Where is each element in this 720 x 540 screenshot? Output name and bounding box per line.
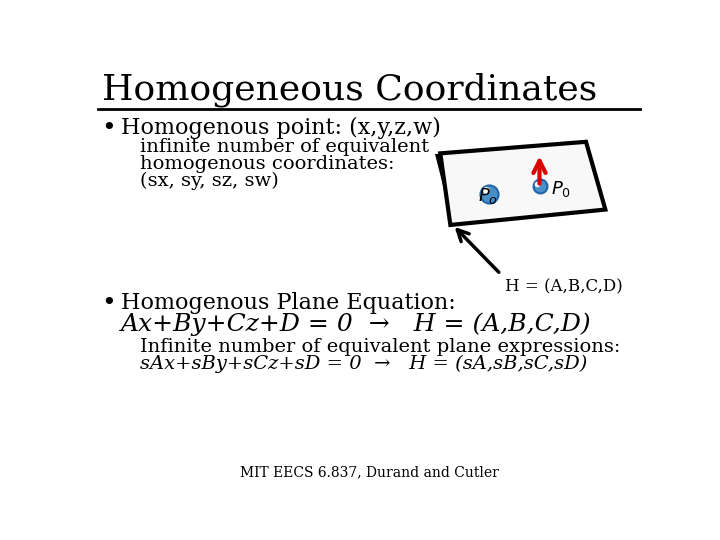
Text: homogenous coordinates:: homogenous coordinates: [140,155,395,173]
Text: MIT EECS 6.837, Durand and Cutler: MIT EECS 6.837, Durand and Cutler [240,465,498,479]
Text: (sx, sy, sz, sw): (sx, sy, sz, sw) [140,172,279,190]
Text: •: • [102,292,117,315]
Text: H = (A,B,C,D): H = (A,B,C,D) [505,279,622,296]
Text: Homogenous point: (x,y,z,w): Homogenous point: (x,y,z,w) [121,117,441,139]
Text: Infinite number of equivalent plane expressions:: Infinite number of equivalent plane expr… [140,338,621,356]
Text: Homogeneous Coordinates: Homogeneous Coordinates [102,72,597,107]
Polygon shape [441,142,606,225]
Text: sAx+sBy+sCz+sD = 0  →   H = (sA,sB,sC,sD): sAx+sBy+sCz+sD = 0 → H = (sA,sB,sC,sD) [140,355,588,373]
Text: $P_o$: $P_o$ [477,186,498,206]
Text: •: • [102,117,117,140]
Text: $P_0$: $P_0$ [551,179,571,199]
Text: Homogenous Plane Equation:: Homogenous Plane Equation: [121,292,456,314]
Polygon shape [437,144,601,222]
Text: Ax+By+Cz+D = 0  →   H = (A,B,C,D): Ax+By+Cz+D = 0 → H = (A,B,C,D) [121,312,592,335]
Text: infinite number of equivalent: infinite number of equivalent [140,138,430,156]
